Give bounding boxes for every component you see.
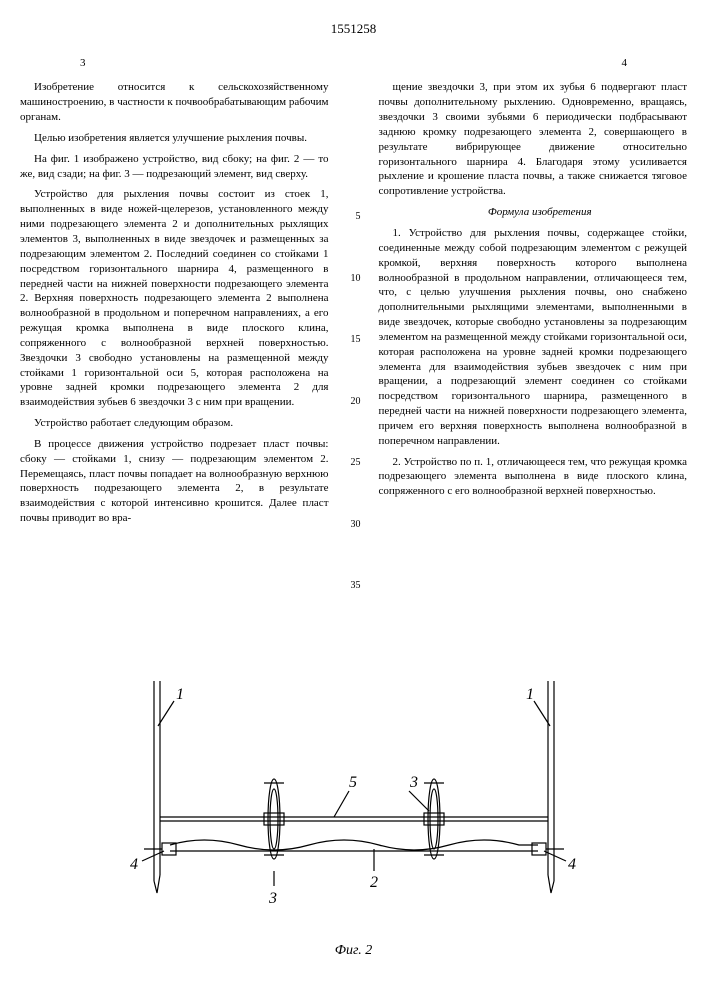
page-right: 4: [622, 56, 628, 71]
line-marker: 15: [347, 333, 361, 347]
para: Устройство работает следующим образом.: [20, 416, 329, 431]
para: Устройство для рыхления почвы состоит из…: [20, 187, 329, 410]
document-number: 1551258: [20, 20, 687, 38]
fig-label-5: 5: [349, 774, 357, 791]
fig-label-1b: 1: [526, 686, 534, 703]
right-column: щение звездочки 3, при этом их зубья 6 п…: [379, 80, 688, 641]
line-marker: 25: [347, 456, 361, 470]
fig-label-1a: 1: [176, 686, 184, 703]
text-columns: Изобретение относится к сельскохозяйстве…: [20, 80, 687, 641]
page-left: 3: [80, 56, 86, 71]
line-marker: 35: [347, 579, 361, 593]
left-column: Изобретение относится к сельскохозяйстве…: [20, 80, 329, 641]
fig-label-3b: 3: [409, 774, 418, 791]
para: Изобретение относится к сельскохозяйстве…: [20, 80, 329, 125]
line-number-gutter: 5 10 15 20 25 30 35: [347, 80, 361, 641]
figure-2: 1 1 5 3 3 4 4 2 Фиг. 2: [20, 671, 687, 961]
fig-label-4b: 4: [568, 856, 576, 873]
fig-label-2: 2: [370, 874, 378, 891]
para: В процессе движения устройство подрезает…: [20, 437, 329, 526]
para: На фиг. 1 изображено устройство, вид сбо…: [20, 152, 329, 182]
fig-label-4a: 4: [130, 856, 138, 873]
line-marker: 30: [347, 518, 361, 532]
line-marker: 20: [347, 395, 361, 409]
figure-caption: Фиг. 2: [20, 942, 687, 961]
line-marker: 5: [347, 210, 361, 224]
para: Целью изобретения является улучшение рых…: [20, 131, 329, 146]
page-numbers: 3 4: [20, 56, 687, 71]
formula-title: Формула изобретения: [379, 205, 688, 220]
para: 2. Устройство по п. 1, отличающееся тем,…: [379, 455, 688, 500]
para: 1. Устройство для рыхления почвы, содерж…: [379, 226, 688, 449]
line-marker: 10: [347, 272, 361, 286]
figure-svg: 1 1 5 3 3 4 4 2: [74, 671, 634, 931]
fig-label-3a: 3: [268, 890, 277, 907]
para: щение звездочки 3, при этом их зубья 6 п…: [379, 80, 688, 199]
